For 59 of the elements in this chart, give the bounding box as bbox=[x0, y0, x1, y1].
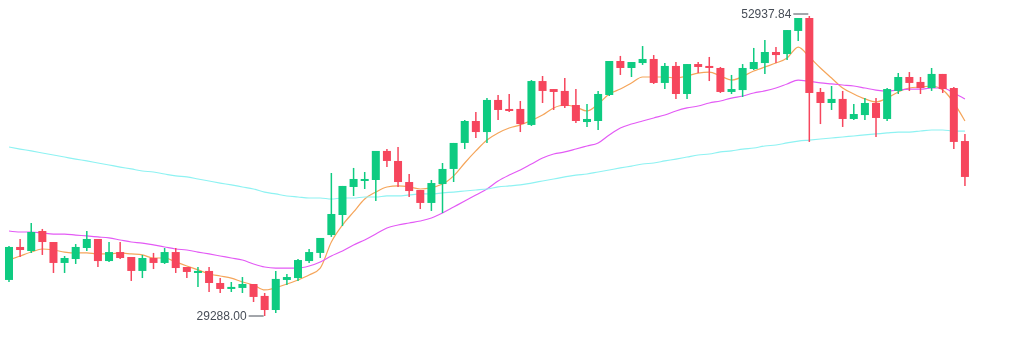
candlestick bbox=[193, 266, 202, 288]
candlestick bbox=[827, 85, 836, 111]
candlestick bbox=[382, 148, 391, 168]
candlestick bbox=[783, 29, 792, 61]
candlestick bbox=[616, 55, 625, 76]
candlestick bbox=[38, 228, 47, 256]
candlestick bbox=[460, 119, 469, 150]
candlestick bbox=[927, 67, 936, 92]
annotation: 29288.00 bbox=[196, 309, 247, 324]
candlestick bbox=[427, 179, 436, 212]
candlestick bbox=[583, 103, 592, 128]
candlestick bbox=[260, 292, 269, 317]
candlestick bbox=[760, 39, 769, 75]
candlestick bbox=[727, 74, 736, 95]
candlestick bbox=[894, 72, 903, 95]
candlestick bbox=[438, 162, 447, 214]
candlestick bbox=[816, 87, 825, 125]
candlestick bbox=[294, 258, 303, 282]
candlestick bbox=[71, 243, 80, 265]
candlestick bbox=[27, 222, 36, 254]
candlestick bbox=[105, 241, 114, 263]
candlestick bbox=[738, 63, 747, 98]
candlestick bbox=[538, 75, 547, 104]
candlestick bbox=[905, 71, 914, 92]
candlestick bbox=[349, 167, 358, 197]
candlestick bbox=[82, 230, 91, 252]
candlestick bbox=[93, 238, 102, 268]
candlestick bbox=[327, 172, 336, 238]
candlestick bbox=[16, 238, 25, 258]
candlestick bbox=[505, 93, 514, 113]
candlestick bbox=[494, 94, 503, 121]
candlestick bbox=[660, 62, 669, 90]
candlestick bbox=[771, 46, 780, 64]
candlestick bbox=[516, 100, 525, 133]
candlestick bbox=[571, 88, 580, 124]
candlestick bbox=[249, 283, 258, 303]
candlestick bbox=[171, 247, 180, 274]
candlestick bbox=[138, 254, 147, 279]
candlestick bbox=[749, 47, 758, 71]
candlestick bbox=[649, 54, 658, 85]
candlestick bbox=[860, 97, 869, 121]
annotation: 52937.84 bbox=[741, 7, 792, 22]
candlestick bbox=[49, 241, 58, 274]
candlestick bbox=[205, 266, 214, 293]
candlestick bbox=[638, 45, 647, 66]
candlestick bbox=[549, 88, 558, 111]
candlestick bbox=[705, 56, 714, 82]
candlestick bbox=[872, 97, 881, 138]
candlestick bbox=[838, 90, 847, 128]
candlestick bbox=[416, 189, 425, 210]
candlestick bbox=[405, 173, 414, 198]
candlestick bbox=[394, 146, 403, 188]
candlestick bbox=[794, 17, 803, 42]
candlestick bbox=[694, 61, 703, 74]
candlestick bbox=[849, 103, 858, 121]
candlestick bbox=[560, 77, 569, 109]
candlestick bbox=[471, 111, 480, 139]
candlestick bbox=[282, 273, 291, 286]
candlestick bbox=[716, 66, 725, 94]
